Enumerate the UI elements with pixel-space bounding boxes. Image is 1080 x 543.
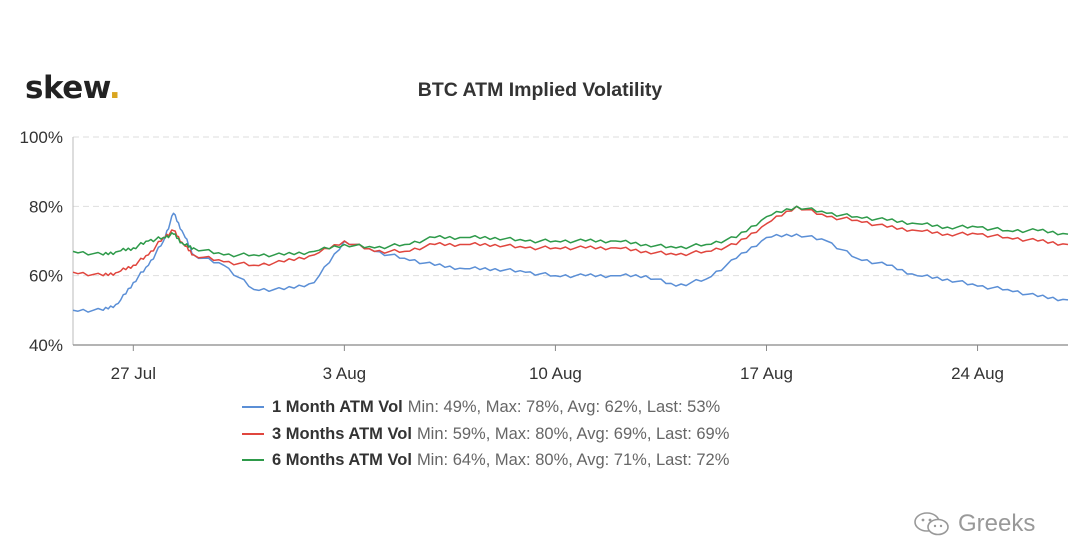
legend-item-3m[interactable]: 3 Months ATM Vol Min: 59%, Max: 80%, Avg…	[242, 421, 729, 448]
legend-item-1m[interactable]: 1 Month ATM Vol Min: 49%, Max: 78%, Avg:…	[242, 394, 729, 421]
watermark: Greeks	[912, 510, 1035, 538]
x-tick-label: 10 Aug	[529, 364, 582, 383]
x-tick-label: 27 Jul	[111, 364, 156, 383]
x-tick-label: 17 Aug	[740, 364, 793, 383]
legend-swatch-6m	[242, 459, 264, 462]
series-lines	[72, 205, 1069, 313]
legend-label-3m: 3 Months ATM Vol	[272, 424, 412, 443]
chart-title: BTC ATM Implied Volatility	[418, 79, 663, 101]
legend-label-6m: 6 Months ATM Vol	[272, 451, 412, 469]
legend-item-6m[interactable]: 6 Months ATM Vol Min: 64%, Max: 80%, Avg…	[242, 447, 729, 474]
y-axis: 40% 60% 80% 100%	[20, 128, 74, 355]
legend-stats-6m: Min: 64%, Max: 80%, Avg: 71%, Last: 72%	[416, 451, 730, 469]
x-tick-label: 24 Aug	[951, 364, 1004, 383]
wechat-icon	[914, 512, 949, 536]
legend-stats-1m: Min: 49%, Max: 78%, Avg: 62%, Last: 53%	[407, 398, 721, 416]
series-line-6m	[72, 205, 1069, 258]
legend: 1 Month ATM Vol Min: 49%, Max: 78%, Avg:…	[242, 394, 729, 474]
skew-logo: skew.	[25, 70, 121, 106]
legend-label-1m: 1 Month ATM Vol	[272, 398, 403, 416]
watermark-text: Greeks	[958, 510, 1036, 537]
y-tick-label: 40%	[29, 336, 63, 355]
legend-swatch-1m	[242, 406, 264, 409]
x-axis: 27 Jul 3 Aug 10 Aug 17 Aug 24 Aug	[73, 344, 1068, 383]
y-tick-label: 60%	[29, 267, 63, 286]
series-line-3m	[72, 205, 1069, 277]
series-line-1m	[72, 212, 1069, 313]
legend-stats-3m: Min: 59%, Max: 80%, Avg: 69%, Last: 69%	[416, 424, 730, 443]
grid-lines	[73, 136, 1068, 277]
x-tick-label: 3 Aug	[323, 364, 367, 383]
y-tick-label: 100%	[20, 128, 63, 147]
volatility-chart: BTC ATM Implied Volatility 40% 60% 80% 100%…	[20, 79, 1069, 383]
y-tick-label: 80%	[29, 197, 63, 216]
legend-swatch-3m	[242, 432, 264, 435]
